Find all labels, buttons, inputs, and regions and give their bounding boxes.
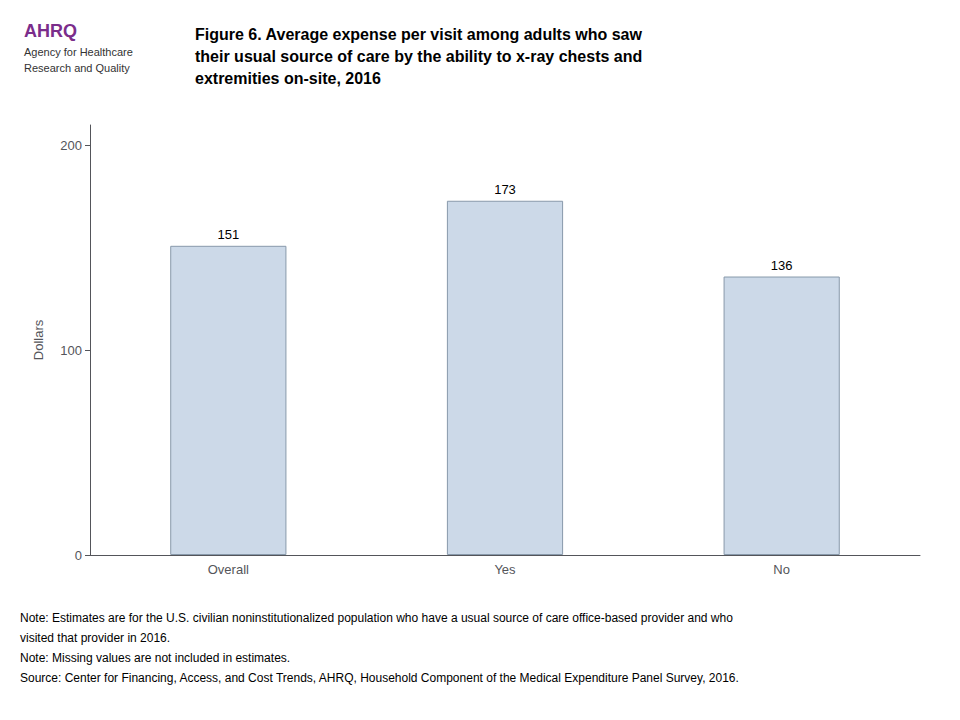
svg-text:Yes: Yes [494, 562, 516, 577]
svg-text:200: 200 [60, 138, 82, 153]
svg-text:AHRQ: AHRQ [24, 21, 77, 41]
svg-text:136: 136 [771, 258, 793, 273]
svg-text:Figure 6. Average expense per: Figure 6. Average expense per visit amon… [195, 26, 643, 43]
svg-text:Dollars: Dollars [31, 319, 46, 360]
svg-text:Note: Estimates are for the U.: Note: Estimates are for the U.S. civilia… [20, 611, 733, 625]
svg-text:No: No [773, 562, 790, 577]
svg-text:151: 151 [217, 227, 239, 242]
svg-text:visited that provider in 2016.: visited that provider in 2016. [20, 631, 170, 645]
svg-text:173: 173 [494, 182, 516, 197]
svg-text:100: 100 [60, 343, 82, 358]
svg-text:Research and Quality: Research and Quality [24, 62, 130, 74]
svg-text:Overall: Overall [208, 562, 249, 577]
svg-text:Agency for Healthcare: Agency for Healthcare [24, 46, 133, 58]
svg-text:extremities on-site, 2016: extremities on-site, 2016 [195, 70, 381, 87]
svg-text:0: 0 [75, 548, 82, 563]
svg-text:their usual source of care by: their usual source of care by the abilit… [195, 48, 642, 65]
svg-text:Source: Center for Financing,: Source: Center for Financing, Access, an… [20, 671, 739, 685]
svg-text:Note: Missing values are not i: Note: Missing values are not included in… [20, 651, 290, 665]
